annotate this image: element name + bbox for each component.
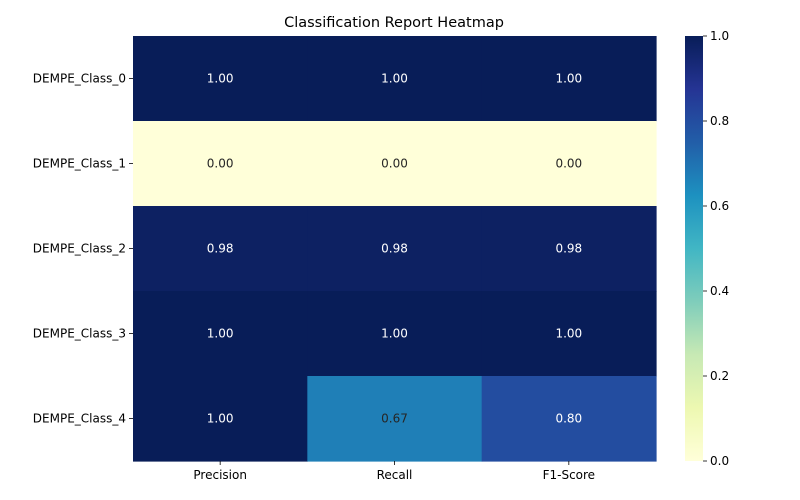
cell-value-label: 0.98: [555, 242, 582, 256]
cell-value-label: 0.98: [207, 242, 234, 256]
heatmap-cell: [307, 121, 483, 207]
heatmap-cell: [133, 376, 308, 462]
y-tick-label: DEMPE_Class_1: [33, 157, 126, 171]
heatmap-cell: [133, 291, 308, 377]
chart-title: Classification Report Heatmap: [284, 15, 504, 31]
colorbar-tick-label: 0.4: [710, 284, 729, 298]
colorbar-tick-label: 0.2: [710, 369, 729, 383]
cell-value-label: 1.00: [555, 327, 582, 341]
y-tick-label: DEMPE_Class_4: [33, 412, 126, 426]
cell-value-label: 0.98: [381, 242, 408, 256]
x-tick-label: F1-Score: [543, 468, 595, 482]
cell-value-label: 1.00: [555, 72, 582, 86]
x-tick-label: Recall: [377, 468, 413, 482]
cell-value-label: 1.00: [207, 327, 234, 341]
y-tick-label: DEMPE_Class_2: [33, 242, 126, 256]
x-axis: Precision Recall F1-Score: [193, 461, 595, 482]
colorbar-gradient: [685, 36, 703, 461]
colorbar-tick-label: 0.6: [710, 199, 729, 213]
colorbar-tick-label: 0.8: [710, 114, 729, 128]
cell-value-label: 0.00: [207, 157, 234, 171]
heatmap-cell: [481, 376, 657, 462]
heatmap-cell: [307, 36, 483, 122]
heatmap-cell: [307, 376, 483, 462]
y-tick-label: DEMPE_Class_3: [33, 327, 126, 341]
heatmap-cells: [133, 36, 657, 462]
y-axis: DEMPE_Class_0 DEMPE_Class_1 DEMPE_Class_2 D…: [33, 72, 133, 426]
cell-value-label: 0.00: [381, 157, 408, 171]
cell-value-label: 1.00: [381, 72, 408, 86]
cell-value-label: 0.80: [555, 412, 582, 426]
colorbar-ticks: 0.0 0.2 0.4 0.6 0.8 1.0: [703, 29, 729, 468]
cell-value-label: 0.67: [381, 412, 408, 426]
cell-value-labels: 1.00 1.00 1.00 0.00 0.00 0.00 0.98 0.98 0.98 1.00…: [207, 72, 582, 426]
heatmap-cell: [481, 291, 657, 377]
cell-value-label: 0.00: [555, 157, 582, 171]
heatmap-cell: [481, 36, 657, 122]
colorbar: 0.0 0.2 0.4 0.6 0.8 1.0: [685, 29, 729, 468]
cell-value-label: 1.00: [207, 72, 234, 86]
cell-value-label: 1.00: [207, 412, 234, 426]
heatmap-cell: [133, 36, 308, 122]
x-tick-label: Precision: [193, 468, 247, 482]
heatmap-cell: [133, 206, 308, 292]
heatmap-cell: [307, 206, 483, 292]
heatmap-cell: [307, 291, 483, 377]
cell-value-label: 1.00: [381, 327, 408, 341]
heatmap-cell: [481, 121, 657, 207]
colorbar-tick-label: 1.0: [710, 29, 729, 43]
y-tick-label: DEMPE_Class_0: [33, 72, 126, 86]
colorbar-tick-label: 0.0: [710, 454, 729, 468]
heatmap-cell: [133, 121, 308, 207]
heatmap-cell: [481, 206, 657, 292]
